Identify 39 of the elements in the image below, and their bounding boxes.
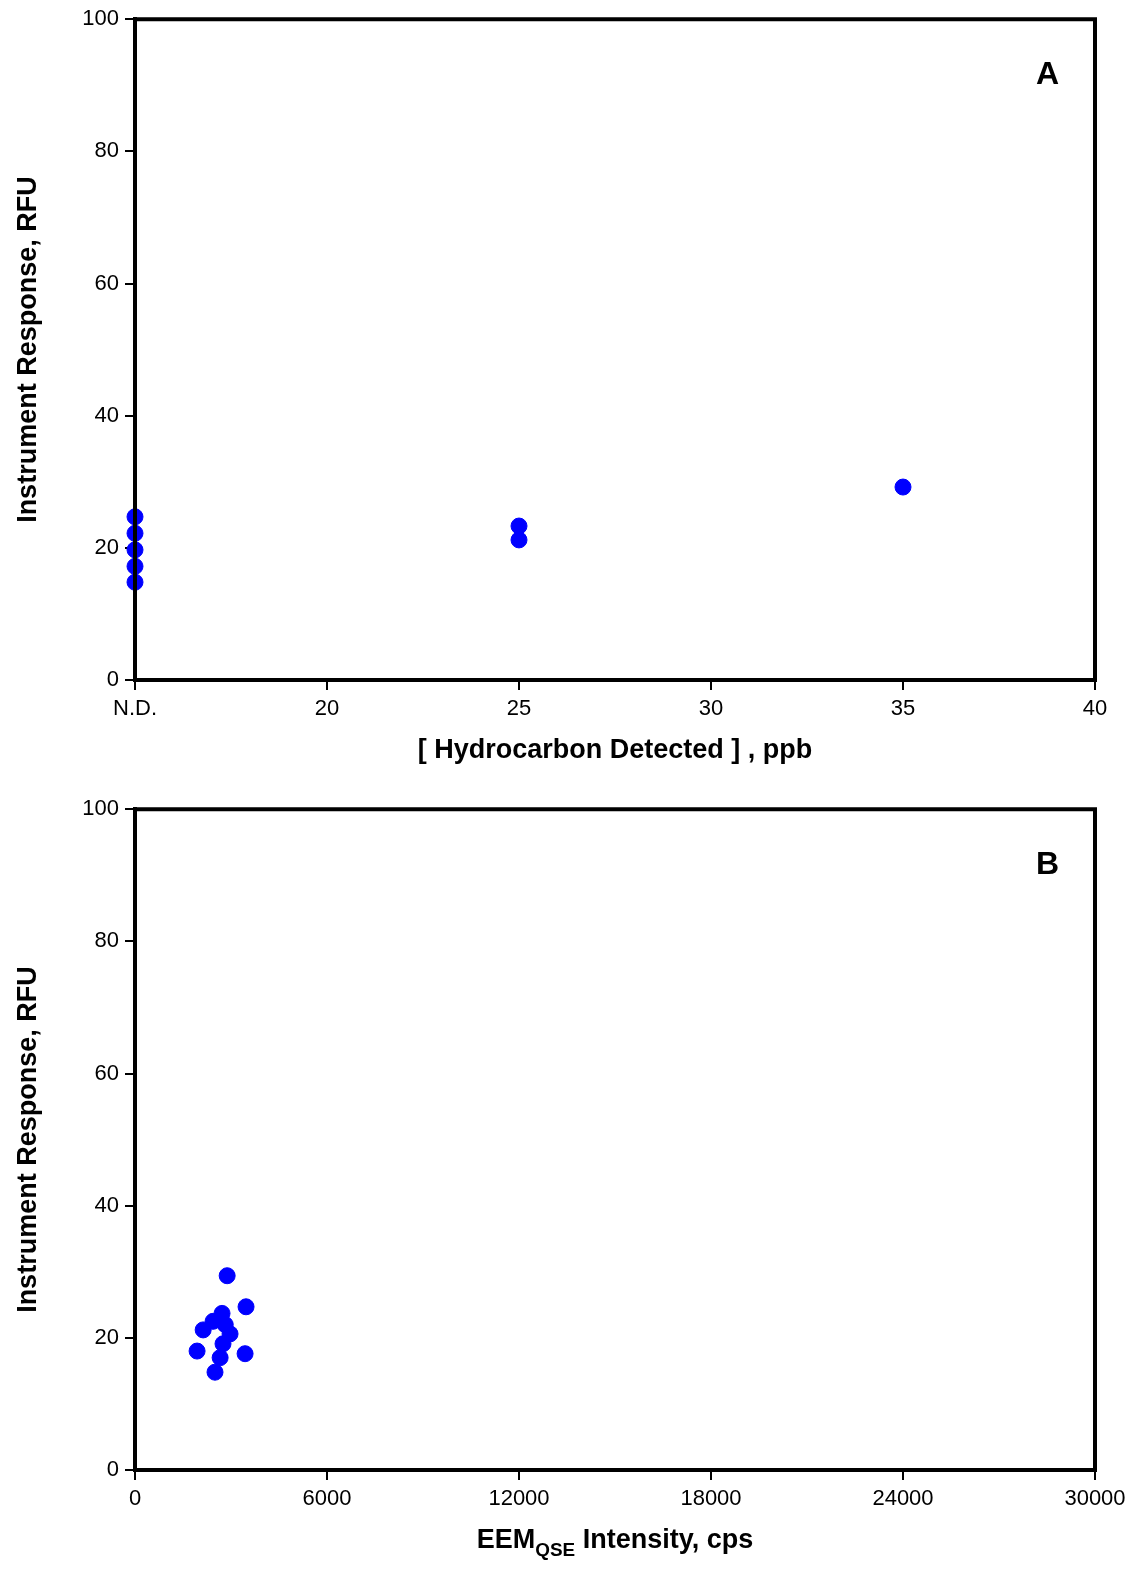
y-tick-label: 80	[94, 927, 119, 953]
x-tick-label: 30000	[1064, 1485, 1126, 1511]
y-tick-label: 20	[94, 1323, 119, 1349]
point	[510, 531, 528, 549]
y-tick-label: 80	[94, 137, 119, 163]
y-tick-label: 60	[94, 269, 119, 295]
x-tick-label: 24000	[872, 1485, 934, 1511]
x-tick-label: 40	[1082, 695, 1108, 721]
y-tick-label: 40	[94, 1191, 119, 1217]
point	[214, 1335, 232, 1353]
y-axis-title: Instrument Response, RFU	[12, 966, 42, 1313]
x-tick-label: 35	[890, 695, 916, 721]
point	[894, 478, 912, 496]
annotation: A	[1035, 55, 1059, 92]
x-tick-label: 20	[314, 695, 340, 721]
y-tick-label: 0	[106, 1456, 119, 1482]
annotation: B	[1035, 845, 1059, 882]
point	[510, 517, 528, 535]
y-tick-label: 20	[94, 533, 119, 559]
x-tick-label: 25	[506, 695, 532, 721]
y-tick-label: 100	[82, 795, 119, 821]
point	[236, 1345, 254, 1363]
point	[206, 1363, 224, 1381]
x-tick-label: 12000	[488, 1485, 550, 1511]
y-tick-label: 0	[106, 666, 119, 692]
x-tick-label: 0	[128, 1485, 142, 1511]
y-tick-label: 40	[94, 401, 119, 427]
y-axis-title: Instrument Response, RFU	[12, 176, 42, 523]
x-axis-title: [ Hydrocarbon Detected ] , ppb	[417, 734, 813, 764]
y-tick-label: 100	[82, 5, 119, 31]
point	[237, 1298, 255, 1316]
x-tick-label: 18000	[680, 1485, 742, 1511]
point	[218, 1267, 236, 1285]
y-tick-label: 60	[94, 1059, 119, 1085]
x-tick-label: 6000	[302, 1485, 352, 1511]
point	[188, 1342, 206, 1360]
x-tick-label: 30	[698, 695, 724, 721]
point	[211, 1349, 229, 1367]
x-tick-label: N.D.	[113, 695, 157, 721]
